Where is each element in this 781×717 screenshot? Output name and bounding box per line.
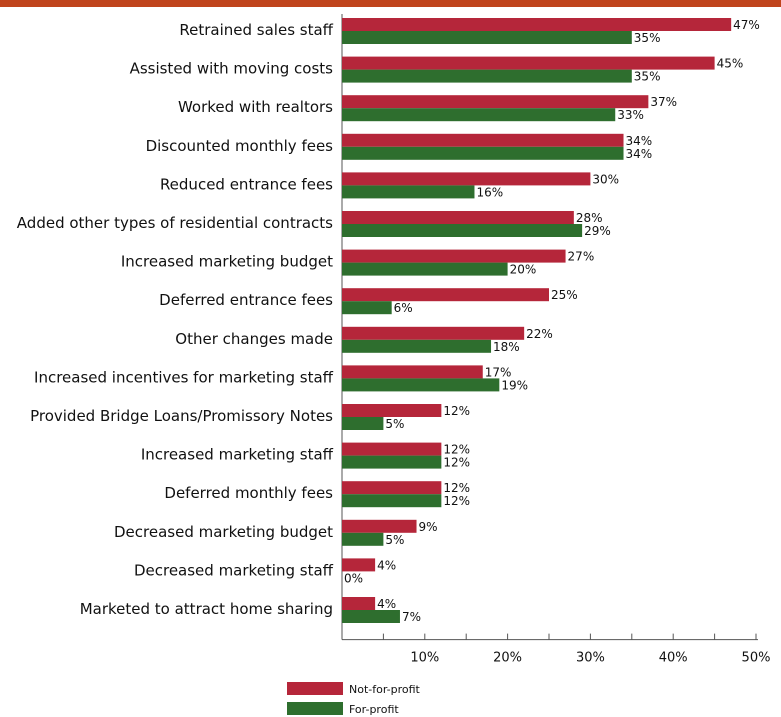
- data-label: 12%: [443, 404, 470, 418]
- data-label: 22%: [526, 327, 553, 341]
- bar-for-profit: [342, 31, 632, 44]
- bar-for-profit: [342, 455, 442, 469]
- data-label: 7%: [402, 610, 421, 624]
- bar-for-profit: [342, 224, 583, 237]
- data-label: 37%: [650, 95, 677, 109]
- category-label: Increased incentives for marketing staff: [34, 368, 334, 386]
- data-label: 12%: [443, 456, 470, 470]
- bar-not-for-profit: [342, 172, 591, 186]
- bar-for-profit: [342, 532, 384, 546]
- data-label: 45%: [717, 57, 744, 71]
- bar-not-for-profit: [342, 95, 649, 109]
- data-label: 4%: [377, 558, 396, 572]
- bar-for-profit: [342, 378, 500, 392]
- bar-not-for-profit: [342, 519, 417, 533]
- bar-for-profit: [342, 417, 384, 430]
- data-label: 4%: [377, 597, 396, 611]
- category-label: Deferred monthly fees: [164, 484, 333, 502]
- data-label: 35%: [634, 31, 661, 45]
- data-label: 34%: [626, 147, 653, 161]
- category-label: Assisted with moving costs: [130, 60, 334, 78]
- bar-not-for-profit: [342, 442, 442, 456]
- category-label: Reduced entrance fees: [160, 175, 333, 193]
- data-label: 34%: [626, 134, 653, 148]
- bar-not-for-profit: [342, 481, 442, 495]
- data-label: 12%: [443, 443, 470, 457]
- category-label: Increased marketing staff: [141, 446, 334, 464]
- data-label: 27%: [568, 250, 595, 264]
- bar-not-for-profit: [342, 326, 525, 340]
- bar-for-profit: [342, 610, 400, 623]
- header-accent-bar: [0, 0, 781, 7]
- category-label: Other changes made: [175, 330, 333, 348]
- data-label: 12%: [443, 481, 470, 495]
- bar-not-for-profit: [342, 249, 566, 263]
- bar-for-profit: [342, 108, 616, 122]
- bar-not-for-profit: [342, 365, 483, 379]
- data-label: 5%: [385, 533, 404, 547]
- bar-not-for-profit: [342, 597, 376, 610]
- data-label: 12%: [443, 494, 470, 508]
- data-label: 29%: [584, 224, 611, 238]
- bar-for-profit: [342, 146, 624, 160]
- x-tick-label: 40%: [659, 651, 688, 666]
- bar-not-for-profit: [342, 211, 574, 224]
- data-label: 17%: [485, 365, 512, 379]
- bar-for-profit: [342, 262, 508, 276]
- legend-swatch-for-profit: [287, 702, 343, 715]
- bar-not-for-profit: [342, 558, 376, 572]
- bar-not-for-profit: [342, 56, 715, 70]
- x-tick-label: 30%: [576, 651, 605, 666]
- category-label: Increased marketing budget: [121, 253, 333, 271]
- data-label: 30%: [592, 172, 619, 186]
- x-tick-label: 10%: [410, 651, 439, 666]
- category-label: Worked with realtors: [178, 98, 333, 116]
- data-label: 5%: [385, 417, 404, 431]
- category-label: Retrained sales staff: [179, 21, 333, 39]
- data-label: 18%: [493, 340, 520, 354]
- legend-label: Not-for-profit: [349, 683, 421, 696]
- category-label: Provided Bridge Loans/Promissory Notes: [30, 407, 333, 425]
- bar-for-profit: [342, 339, 492, 353]
- category-label: Decreased marketing budget: [114, 523, 333, 541]
- bar-not-for-profit: [342, 18, 732, 31]
- data-label: 35%: [634, 70, 661, 84]
- data-label: 19%: [501, 378, 528, 392]
- category-label: Marketed to attract home sharing: [80, 600, 333, 618]
- category-label: Added other types of residential contrac…: [17, 214, 333, 232]
- data-label: 20%: [510, 263, 537, 277]
- data-label: 0%: [344, 571, 363, 585]
- bar-not-for-profit: [342, 288, 549, 302]
- bar-for-profit: [342, 301, 392, 315]
- legend-swatch-not-for-profit: [287, 682, 343, 695]
- x-tick-label: 20%: [493, 651, 522, 666]
- data-label: 25%: [551, 288, 578, 302]
- bar-not-for-profit: [342, 404, 442, 417]
- bar-for-profit: [342, 69, 632, 83]
- bar-for-profit: [342, 494, 442, 508]
- data-label: 9%: [419, 520, 438, 534]
- bar-not-for-profit: [342, 133, 624, 147]
- category-label: Deferred entrance fees: [159, 291, 333, 309]
- x-tick-label: 50%: [742, 651, 771, 666]
- data-label: 33%: [617, 108, 644, 122]
- legend-label: For-profit: [349, 703, 399, 716]
- bar-for-profit: [342, 185, 475, 199]
- data-label: 47%: [733, 18, 760, 32]
- category-label: Decreased marketing staff: [134, 561, 334, 579]
- data-label: 6%: [394, 301, 413, 315]
- category-label: Discounted monthly fees: [146, 137, 334, 155]
- data-label: 28%: [576, 211, 603, 225]
- data-label: 16%: [476, 185, 503, 199]
